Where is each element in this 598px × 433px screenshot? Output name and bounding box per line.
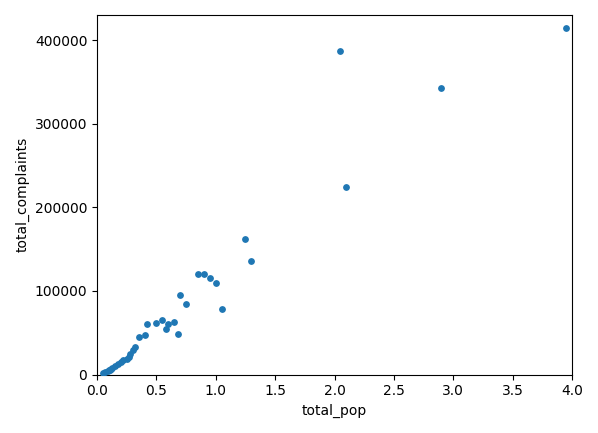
X-axis label: total_pop: total_pop (302, 404, 367, 418)
Point (116, 359, 126, 365)
Point (199, 271, 209, 278)
Point (108, 365, 117, 372)
Point (205, 275, 215, 282)
Point (140, 332, 150, 339)
Point (122, 355, 132, 362)
Point (134, 333, 144, 340)
Point (128, 347, 138, 354)
Point (104, 367, 114, 374)
Point (152, 319, 161, 326)
Point (118, 357, 128, 364)
Point (175, 292, 185, 299)
Point (114, 360, 123, 367)
Point (173, 331, 182, 338)
Point (241, 236, 251, 242)
Point (169, 318, 179, 325)
Point (335, 48, 345, 55)
Point (105, 366, 115, 373)
Point (211, 279, 221, 286)
Point (562, 24, 571, 31)
Point (142, 321, 152, 328)
Point (124, 354, 134, 361)
Point (110, 363, 120, 370)
Point (130, 343, 140, 350)
Point (106, 365, 116, 372)
Point (181, 300, 191, 307)
Point (98, 369, 108, 376)
Point (193, 271, 203, 278)
Point (161, 325, 170, 332)
Point (341, 184, 351, 191)
Point (100, 368, 110, 375)
Point (103, 368, 112, 375)
Point (163, 321, 173, 328)
Point (158, 317, 167, 324)
Point (126, 350, 135, 357)
Y-axis label: total_complaints: total_complaints (15, 137, 29, 252)
Point (246, 257, 256, 264)
Point (217, 306, 227, 313)
Point (437, 84, 446, 91)
